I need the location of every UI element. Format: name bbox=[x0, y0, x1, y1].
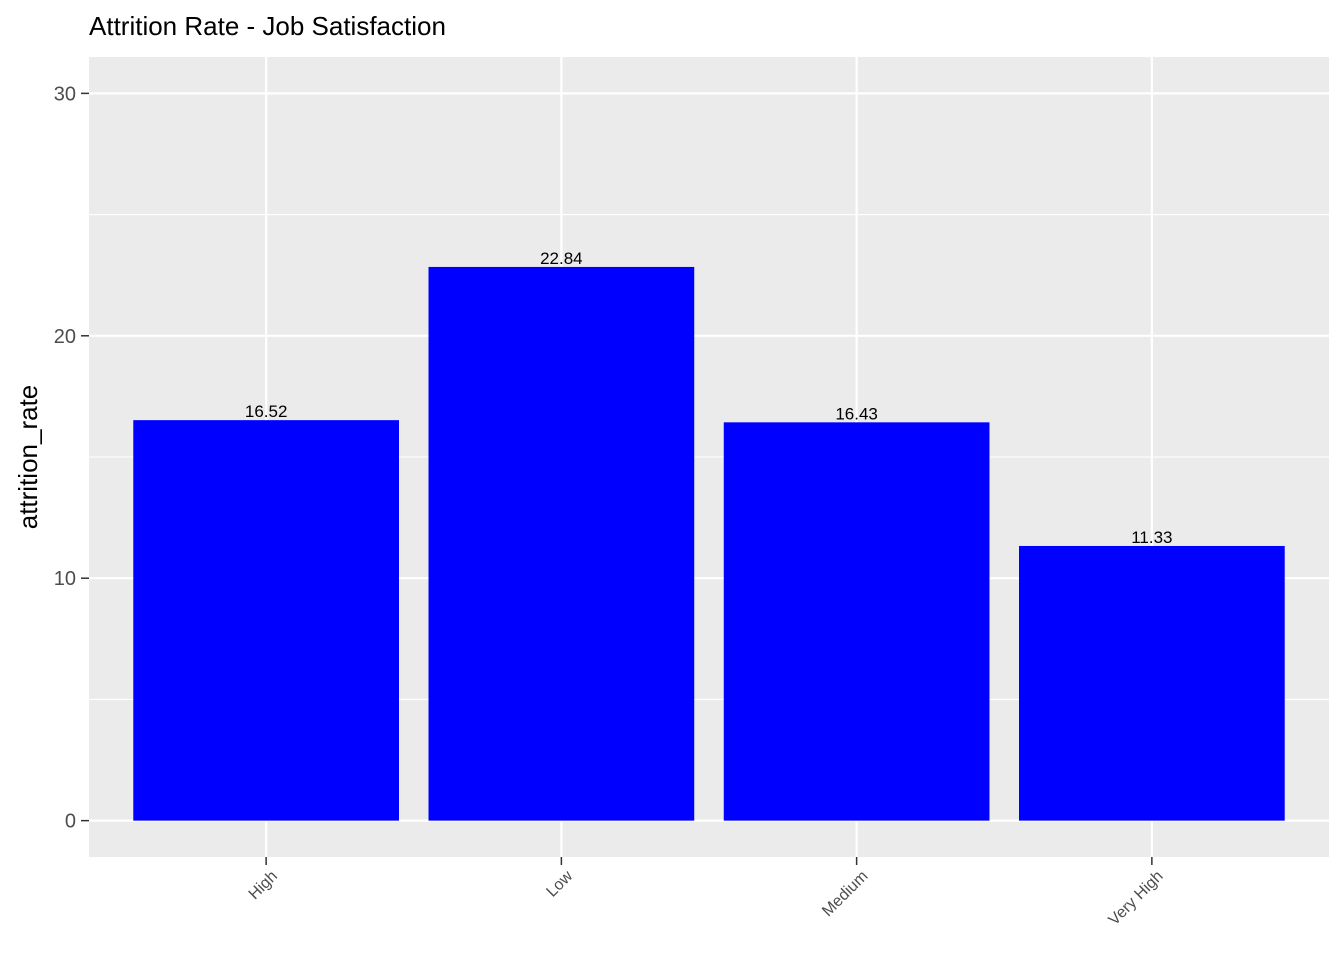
y-tick-label: 10 bbox=[54, 568, 76, 590]
bar-very-high bbox=[1019, 545, 1285, 821]
data-label: 16.52 bbox=[245, 402, 288, 421]
x-tick-label: Medium bbox=[819, 868, 871, 920]
y-axis-label: attrition_rate bbox=[13, 385, 43, 530]
y-tick-label: 0 bbox=[65, 811, 76, 833]
data-labels: 16.52 22.84 16.43 11.33 bbox=[245, 249, 1173, 547]
bars bbox=[133, 266, 1285, 821]
data-label: 11.33 bbox=[1131, 528, 1172, 547]
x-tick-label: Very High bbox=[1106, 868, 1167, 929]
data-label: 16.43 bbox=[835, 404, 878, 423]
y-tick-label: 20 bbox=[54, 326, 76, 348]
y-tick-label: 30 bbox=[54, 83, 76, 105]
bar-low bbox=[428, 266, 695, 821]
bar-high bbox=[133, 420, 400, 821]
x-tick-label: Low bbox=[543, 867, 576, 900]
bar-medium bbox=[723, 422, 990, 821]
chart-title: Attrition Rate - Job Satisfaction bbox=[89, 11, 446, 41]
data-label: 22.84 bbox=[540, 249, 583, 268]
x-tick-label: High bbox=[246, 868, 281, 903]
